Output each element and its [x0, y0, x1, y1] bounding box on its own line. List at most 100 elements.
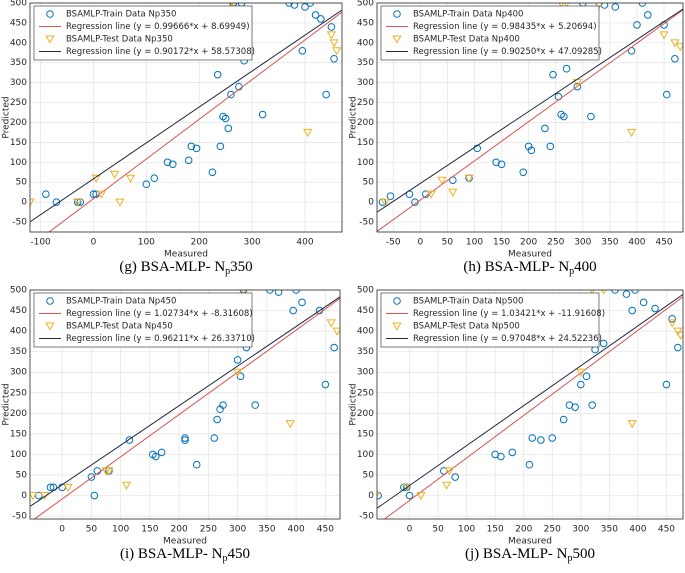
test-point [626, 128, 637, 138]
caption-part: p [569, 266, 574, 277]
y-tick-label: 450 [10, 18, 27, 28]
x-tick-label: 100 [458, 525, 475, 535]
y-tick-label: 200 [10, 409, 27, 419]
x-tick-label: 0 [407, 525, 413, 535]
regression-line [377, 9, 683, 232]
x-tick-label: 250 [547, 238, 564, 248]
test-point [329, 39, 339, 48]
train-point [285, 3, 293, 7]
y-tick-label: 350 [10, 347, 27, 357]
train-point [210, 434, 219, 442]
x-tick-label: 350 [258, 525, 275, 535]
y-tick-label: 100 [357, 158, 374, 168]
axes-box [29, 289, 341, 520]
legend-label: Regression line (y = 0.90250*x + 47.0928… [413, 47, 602, 57]
train-point [289, 306, 298, 315]
y-tick-label: 150 [10, 138, 27, 148]
data-layer [30, 290, 340, 519]
train-point [622, 290, 631, 298]
y-tick-label: -50 [359, 218, 374, 228]
x-tick-label: 0 [417, 238, 423, 248]
x-tick-label: 100 [112, 525, 129, 535]
x-tick-label: 200 [515, 525, 532, 535]
x-tick-label: 300 [229, 525, 246, 535]
x-tick-label: 350 [601, 525, 618, 535]
train-point [301, 3, 309, 11]
caption-part: p [225, 266, 230, 277]
x-tick-label: -50 [386, 238, 401, 248]
y-tick-label: 100 [10, 158, 27, 168]
x-tick-label: 450 [317, 525, 334, 535]
test-point [121, 481, 132, 490]
train-point [588, 401, 597, 409]
train-point [298, 46, 307, 55]
test-point [30, 198, 35, 207]
train-point [330, 54, 338, 63]
y-tick-label: 150 [357, 429, 374, 439]
train-point [151, 452, 160, 461]
train-point [524, 142, 533, 151]
train-point [508, 448, 517, 457]
x-tick-label: -100 [30, 238, 51, 248]
legend-label: BSAMLP-Test Data Np350 [66, 35, 173, 45]
train-point [322, 90, 330, 99]
train-point [643, 11, 652, 19]
regression-line [33, 297, 340, 519]
y-tick-label: 150 [357, 138, 374, 148]
train-point [168, 160, 177, 169]
train-point [525, 460, 534, 469]
train-point [274, 290, 283, 296]
y-tick-label: -50 [12, 218, 27, 228]
train-point [236, 372, 245, 381]
x-tick-label: 200 [171, 525, 188, 535]
legend-label: BSAMLP-Test Data Np500 [413, 322, 520, 332]
train-point [187, 142, 196, 151]
y-tick-label: 150 [10, 429, 27, 439]
train-point [587, 112, 595, 121]
x-tick-label: 150 [493, 238, 510, 248]
y-tick-label: 0 [21, 198, 27, 208]
y-tick-label: 50 [16, 178, 28, 188]
caption: (j) BSA-MLP- Np500 [465, 546, 595, 564]
test-point [332, 327, 340, 336]
test-point [673, 327, 683, 336]
train-point [451, 473, 460, 481]
y-tick-label: 350 [357, 347, 374, 357]
x-tick-label: 300 [574, 238, 591, 248]
regression-line [383, 296, 683, 519]
x-tick-label: 250 [200, 525, 217, 535]
test-point [402, 483, 412, 492]
y-tick-label: 450 [357, 18, 374, 28]
panel: -100 0 100 200 300 400 -50 0 50 100 150 200 250 300 35… [2, 0, 343, 277]
y-tick-label: 400 [10, 38, 27, 48]
y-tick-label: 200 [357, 409, 374, 419]
train-point [306, 3, 315, 7]
test-point [392, 322, 402, 331]
train-point [571, 403, 579, 411]
y-tick-label: 450 [357, 306, 374, 316]
x-tick-label: 400 [296, 238, 313, 248]
train-point [639, 298, 648, 307]
test-point [332, 47, 342, 56]
x-tick-label: 200 [520, 238, 537, 248]
train-point [662, 380, 671, 389]
y-tick-label: 500 [357, 0, 374, 9]
train-point [497, 452, 505, 461]
y-tick-label: 450 [10, 306, 27, 316]
train-point [317, 15, 325, 23]
legend-label: BSAMLP-Test Data Np450 [66, 322, 173, 332]
regression-line [48, 11, 342, 232]
test-point [441, 481, 452, 490]
train-point [221, 114, 230, 123]
x-tick-label: 100 [466, 238, 483, 248]
train-point [298, 298, 306, 307]
train-point [537, 436, 545, 444]
train-point [311, 11, 320, 19]
train-point [497, 160, 506, 169]
train-point [233, 356, 242, 364]
train-point [192, 144, 201, 153]
test-point [45, 35, 55, 44]
train-point [527, 146, 536, 155]
train-point [582, 372, 591, 381]
legend-label: BSAMLP-Train Data Np500 [413, 297, 523, 307]
